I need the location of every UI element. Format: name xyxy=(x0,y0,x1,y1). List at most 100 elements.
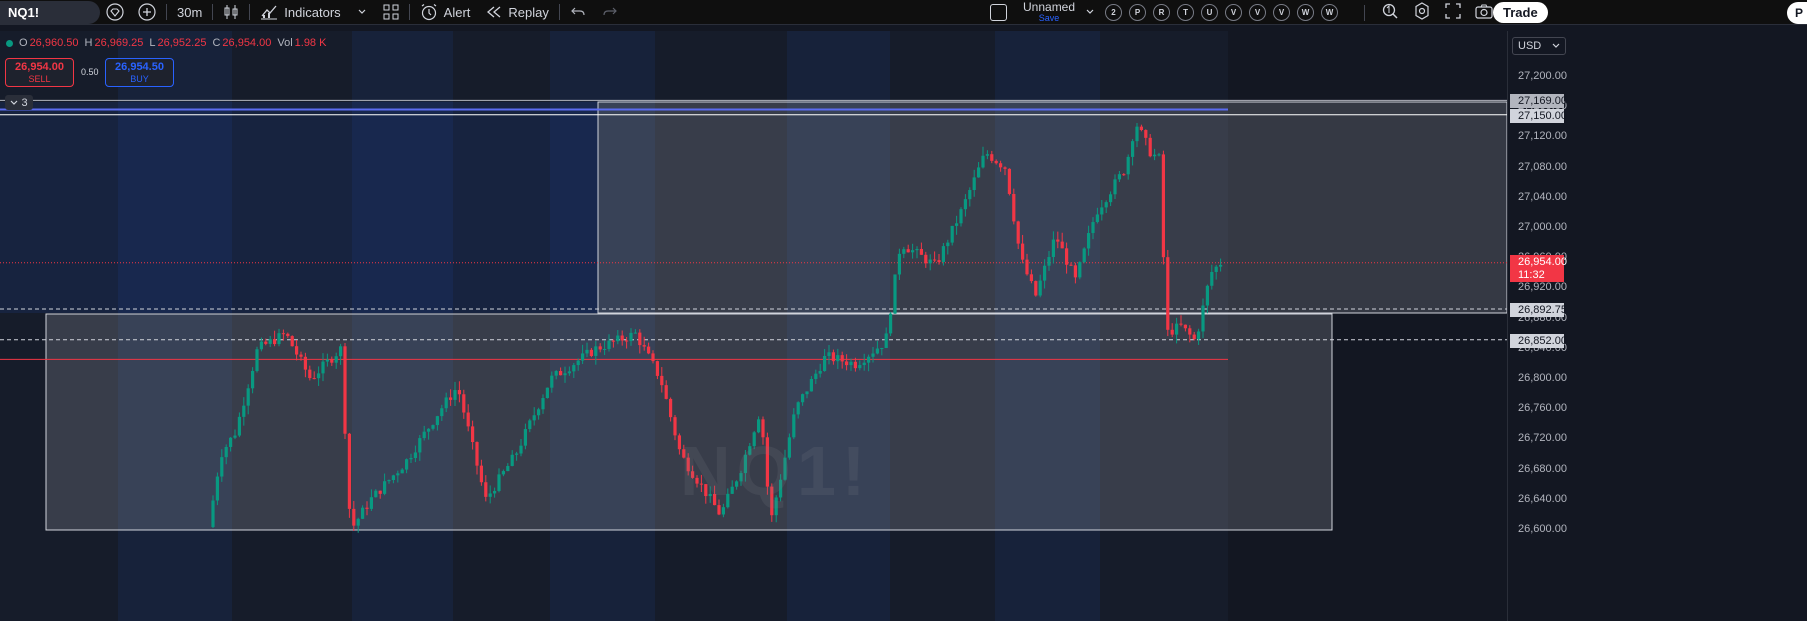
candle-body xyxy=(515,453,519,455)
candle-body xyxy=(713,493,717,506)
candle-body xyxy=(774,497,778,516)
redo-icon[interactable] xyxy=(594,0,626,25)
hotkey-button[interactable]: W xyxy=(1321,4,1339,21)
alert-button[interactable]: Alert xyxy=(412,0,479,25)
layouts-grid-icon[interactable] xyxy=(375,0,407,25)
candle-body xyxy=(554,371,558,376)
candle-body xyxy=(545,387,549,399)
candle-body xyxy=(990,154,994,161)
price-tick: 26,680.00 xyxy=(1518,462,1567,475)
candle-body xyxy=(506,465,510,472)
replay-label: Replay xyxy=(508,4,549,20)
candle-body xyxy=(576,360,580,366)
candle-body xyxy=(418,438,422,453)
candle-body xyxy=(1117,174,1121,180)
indicators-icon xyxy=(261,5,278,20)
quick-search-icon[interactable] xyxy=(1381,2,1399,23)
candle-body xyxy=(1183,324,1187,329)
candle-body xyxy=(290,336,294,347)
candle-body xyxy=(603,349,607,351)
publish-button[interactable]: P xyxy=(1787,1,1807,24)
candle-body xyxy=(814,373,818,379)
candle-body xyxy=(625,340,629,342)
layout-menu-chevron-icon[interactable] xyxy=(1085,5,1095,20)
symbol-diamond-icon[interactable] xyxy=(100,0,130,25)
undo-icon[interactable] xyxy=(562,0,594,25)
chart-pane[interactable]: NQ1! xyxy=(0,31,1507,621)
session-band xyxy=(890,31,995,621)
price-axis-label: 27,169.00 xyxy=(1510,94,1567,108)
hotkey-button[interactable]: T xyxy=(1177,4,1195,21)
toolbar-divider xyxy=(166,4,167,20)
candle-body xyxy=(937,260,941,262)
candle-body xyxy=(1161,154,1165,258)
candle-body xyxy=(1126,156,1130,175)
candle-body xyxy=(242,405,246,417)
low-label: L xyxy=(149,37,156,49)
candle-body xyxy=(708,493,712,497)
session-band xyxy=(1100,31,1228,621)
candle-body xyxy=(1003,167,1007,169)
countdown-label: 11:32 xyxy=(1510,268,1564,282)
sell-button[interactable]: 26,954.00 SELL xyxy=(5,58,74,87)
save-link[interactable]: Save xyxy=(1038,12,1060,23)
settings-gear-icon[interactable] xyxy=(1413,2,1431,23)
candle-body xyxy=(757,419,761,433)
candle-body xyxy=(1038,280,1042,296)
candle-body xyxy=(1051,239,1055,258)
candle-body xyxy=(977,167,981,178)
candle-body xyxy=(928,259,932,264)
interval-button[interactable]: 30m xyxy=(177,4,203,20)
camera-snapshot-icon[interactable] xyxy=(1475,3,1493,22)
buy-button[interactable]: 26,954.50 BUY xyxy=(105,58,174,87)
price-axis[interactable]: USD 27,200.0027,160.0027,120.0027,080.00… xyxy=(1507,31,1807,621)
candle-body xyxy=(629,332,633,342)
chart-type-icon[interactable] xyxy=(215,0,247,25)
candle-body xyxy=(1144,130,1148,138)
toolbar-divider xyxy=(1364,4,1365,21)
candle-body xyxy=(510,454,514,466)
hotkey-button[interactable]: V xyxy=(1225,4,1243,21)
hotkey-button[interactable]: 2 xyxy=(1105,4,1123,21)
candle-body xyxy=(871,353,875,357)
layout-name-button[interactable]: Unnamed Save xyxy=(1023,1,1075,24)
price-tick: 26,600.00 xyxy=(1518,523,1567,535)
market-status-icon[interactable] xyxy=(6,39,13,47)
candlestick-chart[interactable] xyxy=(0,31,1507,621)
indicators-collapse-button[interactable]: 3 xyxy=(5,95,33,110)
toolbar-divider xyxy=(558,4,560,20)
low-value: 26,952.25 xyxy=(157,37,207,49)
replay-button[interactable]: Replay xyxy=(478,0,556,25)
hotkey-button[interactable]: V xyxy=(1273,4,1291,21)
fullscreen-icon[interactable] xyxy=(1445,3,1461,22)
candle-body xyxy=(1179,323,1183,325)
hotkey-button[interactable]: P xyxy=(1129,4,1147,21)
currency-selector[interactable]: USD xyxy=(1512,37,1566,55)
indicators-button[interactable]: Indicators xyxy=(252,0,348,25)
candle-body xyxy=(453,390,457,400)
hotkey-button[interactable]: U xyxy=(1201,4,1219,21)
candle-body xyxy=(1056,239,1060,242)
high-label: H xyxy=(84,37,93,49)
candle-body xyxy=(726,493,730,508)
add-symbol-icon[interactable] xyxy=(130,0,164,25)
candle-body xyxy=(405,459,409,470)
candle-body xyxy=(1157,154,1161,156)
trade-button[interactable]: Trade xyxy=(1493,2,1548,23)
layout-checkbox-icon[interactable] xyxy=(990,4,1007,21)
hotkey-button[interactable]: R xyxy=(1153,4,1171,21)
candle-body xyxy=(1188,328,1192,335)
candle-body xyxy=(440,408,444,417)
toolbar-divider xyxy=(212,4,214,20)
hotkey-button[interactable]: V xyxy=(1249,4,1267,21)
indicator-templates-chevron-icon[interactable] xyxy=(349,0,375,25)
candle-body xyxy=(559,371,563,376)
hotkey-button[interactable]: W xyxy=(1297,4,1315,21)
right-actions xyxy=(1362,0,1493,25)
candle-body xyxy=(796,402,800,415)
candle-body xyxy=(229,437,233,447)
symbol-search[interactable]: NQ1! xyxy=(0,0,100,24)
candle-body xyxy=(1012,193,1016,222)
candle-body xyxy=(880,347,884,349)
